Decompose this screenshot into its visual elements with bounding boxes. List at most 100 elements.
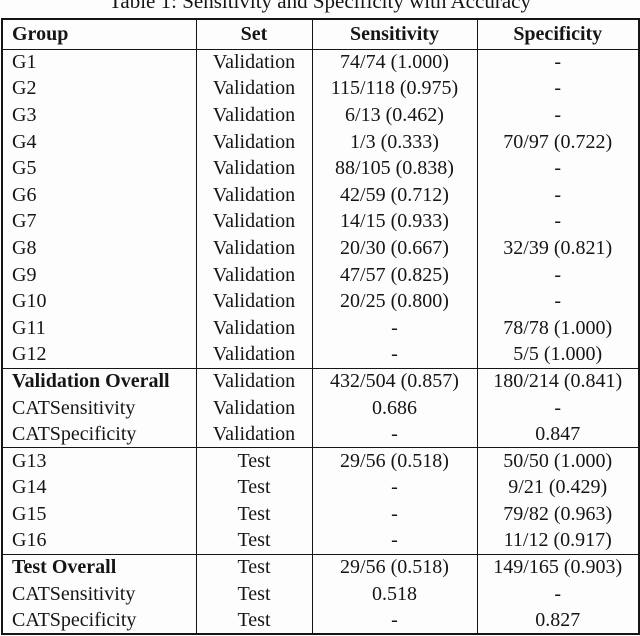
column-header-specificity: Specificity: [476, 19, 639, 50]
cell-group: G7: [12, 210, 37, 233]
cell-specificity: -: [476, 288, 639, 315]
cell-set: Validation: [195, 314, 312, 342]
cell-set: Validation: [195, 288, 312, 315]
cell-group: G8: [12, 236, 37, 259]
cell-specificity: 11/12 (0.917): [476, 527, 639, 555]
cell-set: Validation: [195, 102, 312, 129]
cell-set: Validation: [195, 421, 312, 448]
cell-sensitivity: -: [311, 314, 477, 342]
cell-specificity: 180/214 (0.841): [476, 367, 639, 395]
cell-set: Test: [195, 501, 312, 528]
cell-specificity: -: [476, 155, 639, 182]
cell-sensitivity: 0.686: [311, 394, 477, 422]
cell-specificity: 32/39 (0.821): [476, 235, 639, 262]
column-header-set: Set: [195, 19, 312, 50]
cell-specificity: 9/21 (0.429): [476, 474, 639, 502]
cell-specificity: 5/5 (1.000): [476, 341, 639, 369]
table-row: CATSpecificity Validation -0.847: [2, 421, 639, 448]
cell-sensitivity: 115/118 (0.975): [311, 75, 477, 103]
cell-group: G13: [2, 447, 196, 475]
cell-set: Test: [195, 607, 312, 635]
cell-specificity: 50/50 (1.000): [476, 447, 639, 475]
cell-group: Validation Overall: [2, 367, 196, 395]
results-table: Group Set Sensitivity Specificity G1 Vali…: [1, 18, 640, 636]
cell-specificity: -: [476, 102, 639, 129]
table-row: G14 Test -9/21 (0.429): [2, 474, 639, 502]
cell-group: G1: [12, 51, 37, 74]
cell-sensitivity: -: [311, 421, 477, 448]
table-row: G5 Validation 88/105 (0.838) -: [2, 155, 639, 182]
table-row: G9 Validation 47/57 (0.825) -: [2, 261, 639, 289]
table-body: G1 Validation 74/74 (1.000) - G2 Validation 11…: [2, 49, 639, 635]
cell-specificity: -: [476, 580, 639, 608]
cell-sensitivity: 29/56 (0.518): [311, 553, 477, 581]
cell-sensitivity: -: [311, 501, 477, 528]
column-header-group: Group: [2, 19, 196, 50]
cell-set: Validation: [195, 394, 312, 422]
cell-group: CATSpecificity: [12, 422, 137, 445]
cell-sensitivity: 29/56 (0.518): [311, 447, 477, 475]
table-row: G15 Test -79/82 (0.963): [2, 501, 639, 528]
table-row: G1 Validation 74/74 (1.000) -: [2, 49, 639, 76]
table-row: G3 Validation 6/13 (0.462) -: [2, 102, 639, 129]
cell-group: Test Overall: [2, 553, 196, 581]
table-row: CATSensitivity Validation 0.686-: [2, 394, 639, 422]
cell-set: Validation: [195, 181, 312, 209]
cell-group: G4: [12, 130, 37, 153]
cell-group: CATSensitivity: [12, 582, 136, 605]
cell-group: G9: [12, 263, 37, 286]
cell-set: Test: [195, 527, 312, 555]
cell-sensitivity: 42/59 (0.712): [311, 181, 477, 209]
cell-group: G10: [12, 290, 47, 313]
cell-sensitivity: 1/3 (0.333): [311, 128, 477, 156]
cell-group: G11: [12, 316, 46, 339]
cell-specificity: -: [476, 75, 639, 103]
table-row: G12 Validation -5/5 (1.000): [2, 341, 639, 369]
table-row: G7 Validation 14/15 (0.933) -: [2, 208, 639, 236]
cell-set: Test: [195, 580, 312, 608]
cell-set: Test: [195, 553, 312, 581]
cell-sensitivity: -: [311, 474, 477, 502]
cell-sensitivity: -: [311, 341, 477, 369]
cell-specificity: 79/82 (0.963): [476, 501, 639, 528]
cell-group: G5: [12, 157, 37, 180]
table-row: CATSpecificity Test -0.827: [2, 607, 639, 635]
cell-sensitivity: 74/74 (1.000): [311, 49, 477, 76]
table-row: G2 Validation 115/118 (0.975) -: [2, 75, 639, 103]
table-row: G8 Validation 20/30 (0.667) 32/39 (0.821): [2, 235, 639, 262]
cell-set: Validation: [195, 155, 312, 182]
table-row: G6 Validation 42/59 (0.712) -: [2, 181, 639, 209]
cell-set: Validation: [195, 208, 312, 236]
cell-set: Validation: [195, 49, 312, 76]
table-header: Group Set Sensitivity Specificity: [2, 19, 639, 50]
table-row: G11 Validation -78/78 (1.000): [2, 314, 639, 342]
table-row: G16 Test -11/12 (0.917): [2, 527, 639, 555]
table-row: G10 Validation 20/25 (0.800) -: [2, 288, 639, 315]
table-row: G13 Test 29/56 (0.518) 50/50 (1.000): [2, 447, 639, 475]
cell-set: Validation: [195, 75, 312, 103]
cell-set: Validation: [195, 128, 312, 156]
header-row: Group Set Sensitivity Specificity: [2, 19, 639, 50]
column-header-sensitivity: Sensitivity: [311, 19, 477, 50]
cell-specificity: -: [476, 261, 639, 289]
cell-sensitivity: 47/57 (0.825): [311, 261, 477, 289]
cell-group: G15: [12, 502, 47, 525]
cell-sensitivity: 432/504 (0.857): [311, 367, 477, 395]
cell-group: G14: [12, 476, 47, 499]
cell-sensitivity: 14/15 (0.933): [311, 208, 477, 236]
cell-sensitivity: 0.518: [311, 580, 477, 608]
table-row: G4 Validation 1/3 (0.333) 70/97 (0.722): [2, 128, 639, 156]
cell-specificity: -: [476, 181, 639, 209]
table-caption: Table 1: Sensitivity and Specificity wit…: [109, 0, 531, 13]
cell-specificity: 0.827: [476, 607, 639, 635]
cell-sensitivity: -: [311, 527, 477, 555]
table-row: Validation Overall Validation 432/504 (0.8…: [2, 367, 639, 395]
cell-sensitivity: -: [311, 607, 477, 635]
cell-group: G3: [12, 103, 37, 126]
cell-specificity: 0.847: [476, 421, 639, 448]
cell-specificity: 78/78 (1.000): [476, 314, 639, 342]
cell-group: G6: [12, 183, 37, 206]
cell-specificity: -: [476, 208, 639, 236]
cell-set: Validation: [195, 235, 312, 262]
cell-set: Validation: [195, 367, 312, 395]
